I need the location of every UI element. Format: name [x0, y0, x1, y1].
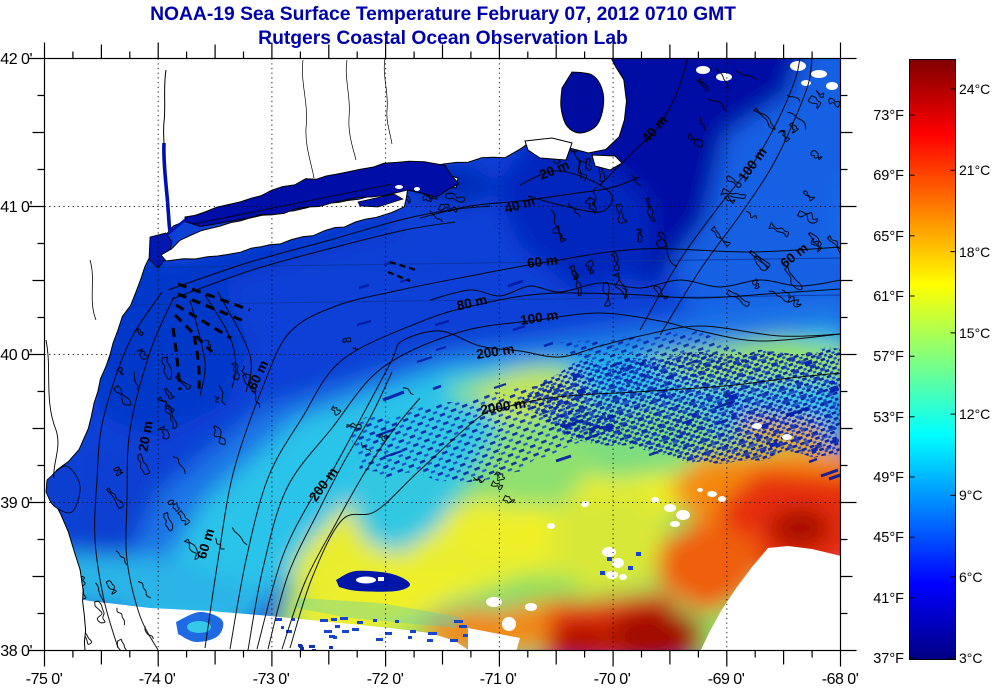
svg-text:40 0': 40 0' — [0, 347, 32, 364]
svg-text:38 0': 38 0' — [0, 643, 32, 660]
svg-text:-69 0': -69 0' — [708, 671, 745, 688]
svg-text:60 m: 60 m — [526, 252, 558, 271]
svg-text:12°C: 12°C — [959, 406, 990, 422]
svg-text:80 m: 80 m — [455, 292, 488, 314]
svg-text:6°C: 6°C — [959, 569, 983, 585]
svg-text:NOAA-19 Sea Surface Temperatur: NOAA-19 Sea Surface Temperature February… — [150, 4, 736, 25]
svg-text:20 m: 20 m — [136, 420, 156, 453]
svg-text:61°F: 61°F — [873, 289, 904, 305]
svg-text:69°F: 69°F — [873, 168, 904, 184]
svg-text:41°F: 41°F — [873, 591, 904, 607]
svg-text:65°F: 65°F — [873, 229, 904, 245]
svg-text:Rutgers Coastal Ocean Observat: Rutgers Coastal Ocean Observation Lab — [258, 28, 628, 49]
svg-text:9°C: 9°C — [959, 487, 983, 503]
svg-text:49°F: 49°F — [873, 470, 904, 486]
svg-text:18°C: 18°C — [959, 244, 990, 260]
svg-text:21°C: 21°C — [959, 162, 990, 178]
svg-text:2000 m: 2000 m — [480, 396, 528, 418]
svg-text:45°F: 45°F — [873, 530, 904, 546]
svg-text:41 0': 41 0' — [0, 199, 32, 216]
svg-text:15°C: 15°C — [959, 325, 990, 341]
svg-text:-73 0': -73 0' — [253, 671, 290, 688]
svg-text:3°C: 3°C — [959, 650, 983, 666]
svg-text:-70 0': -70 0' — [594, 671, 631, 688]
svg-text:-74 0': -74 0' — [139, 671, 176, 688]
svg-text:-72 0': -72 0' — [367, 671, 404, 688]
svg-text:-75 0': -75 0' — [26, 671, 63, 688]
svg-text:200 m: 200 m — [475, 341, 515, 362]
svg-text:-68 0': -68 0' — [822, 671, 859, 688]
svg-text:-71 0': -71 0' — [480, 671, 517, 688]
svg-text:39 0': 39 0' — [0, 495, 32, 512]
svg-text:100 m: 100 m — [519, 307, 559, 328]
svg-text:37°F: 37°F — [873, 651, 904, 667]
svg-text:57°F: 57°F — [873, 349, 904, 365]
svg-text:42 0': 42 0' — [0, 51, 32, 68]
svg-text:24°C: 24°C — [959, 81, 990, 97]
svg-text:53°F: 53°F — [873, 410, 904, 426]
svg-text:73°F: 73°F — [873, 108, 904, 124]
